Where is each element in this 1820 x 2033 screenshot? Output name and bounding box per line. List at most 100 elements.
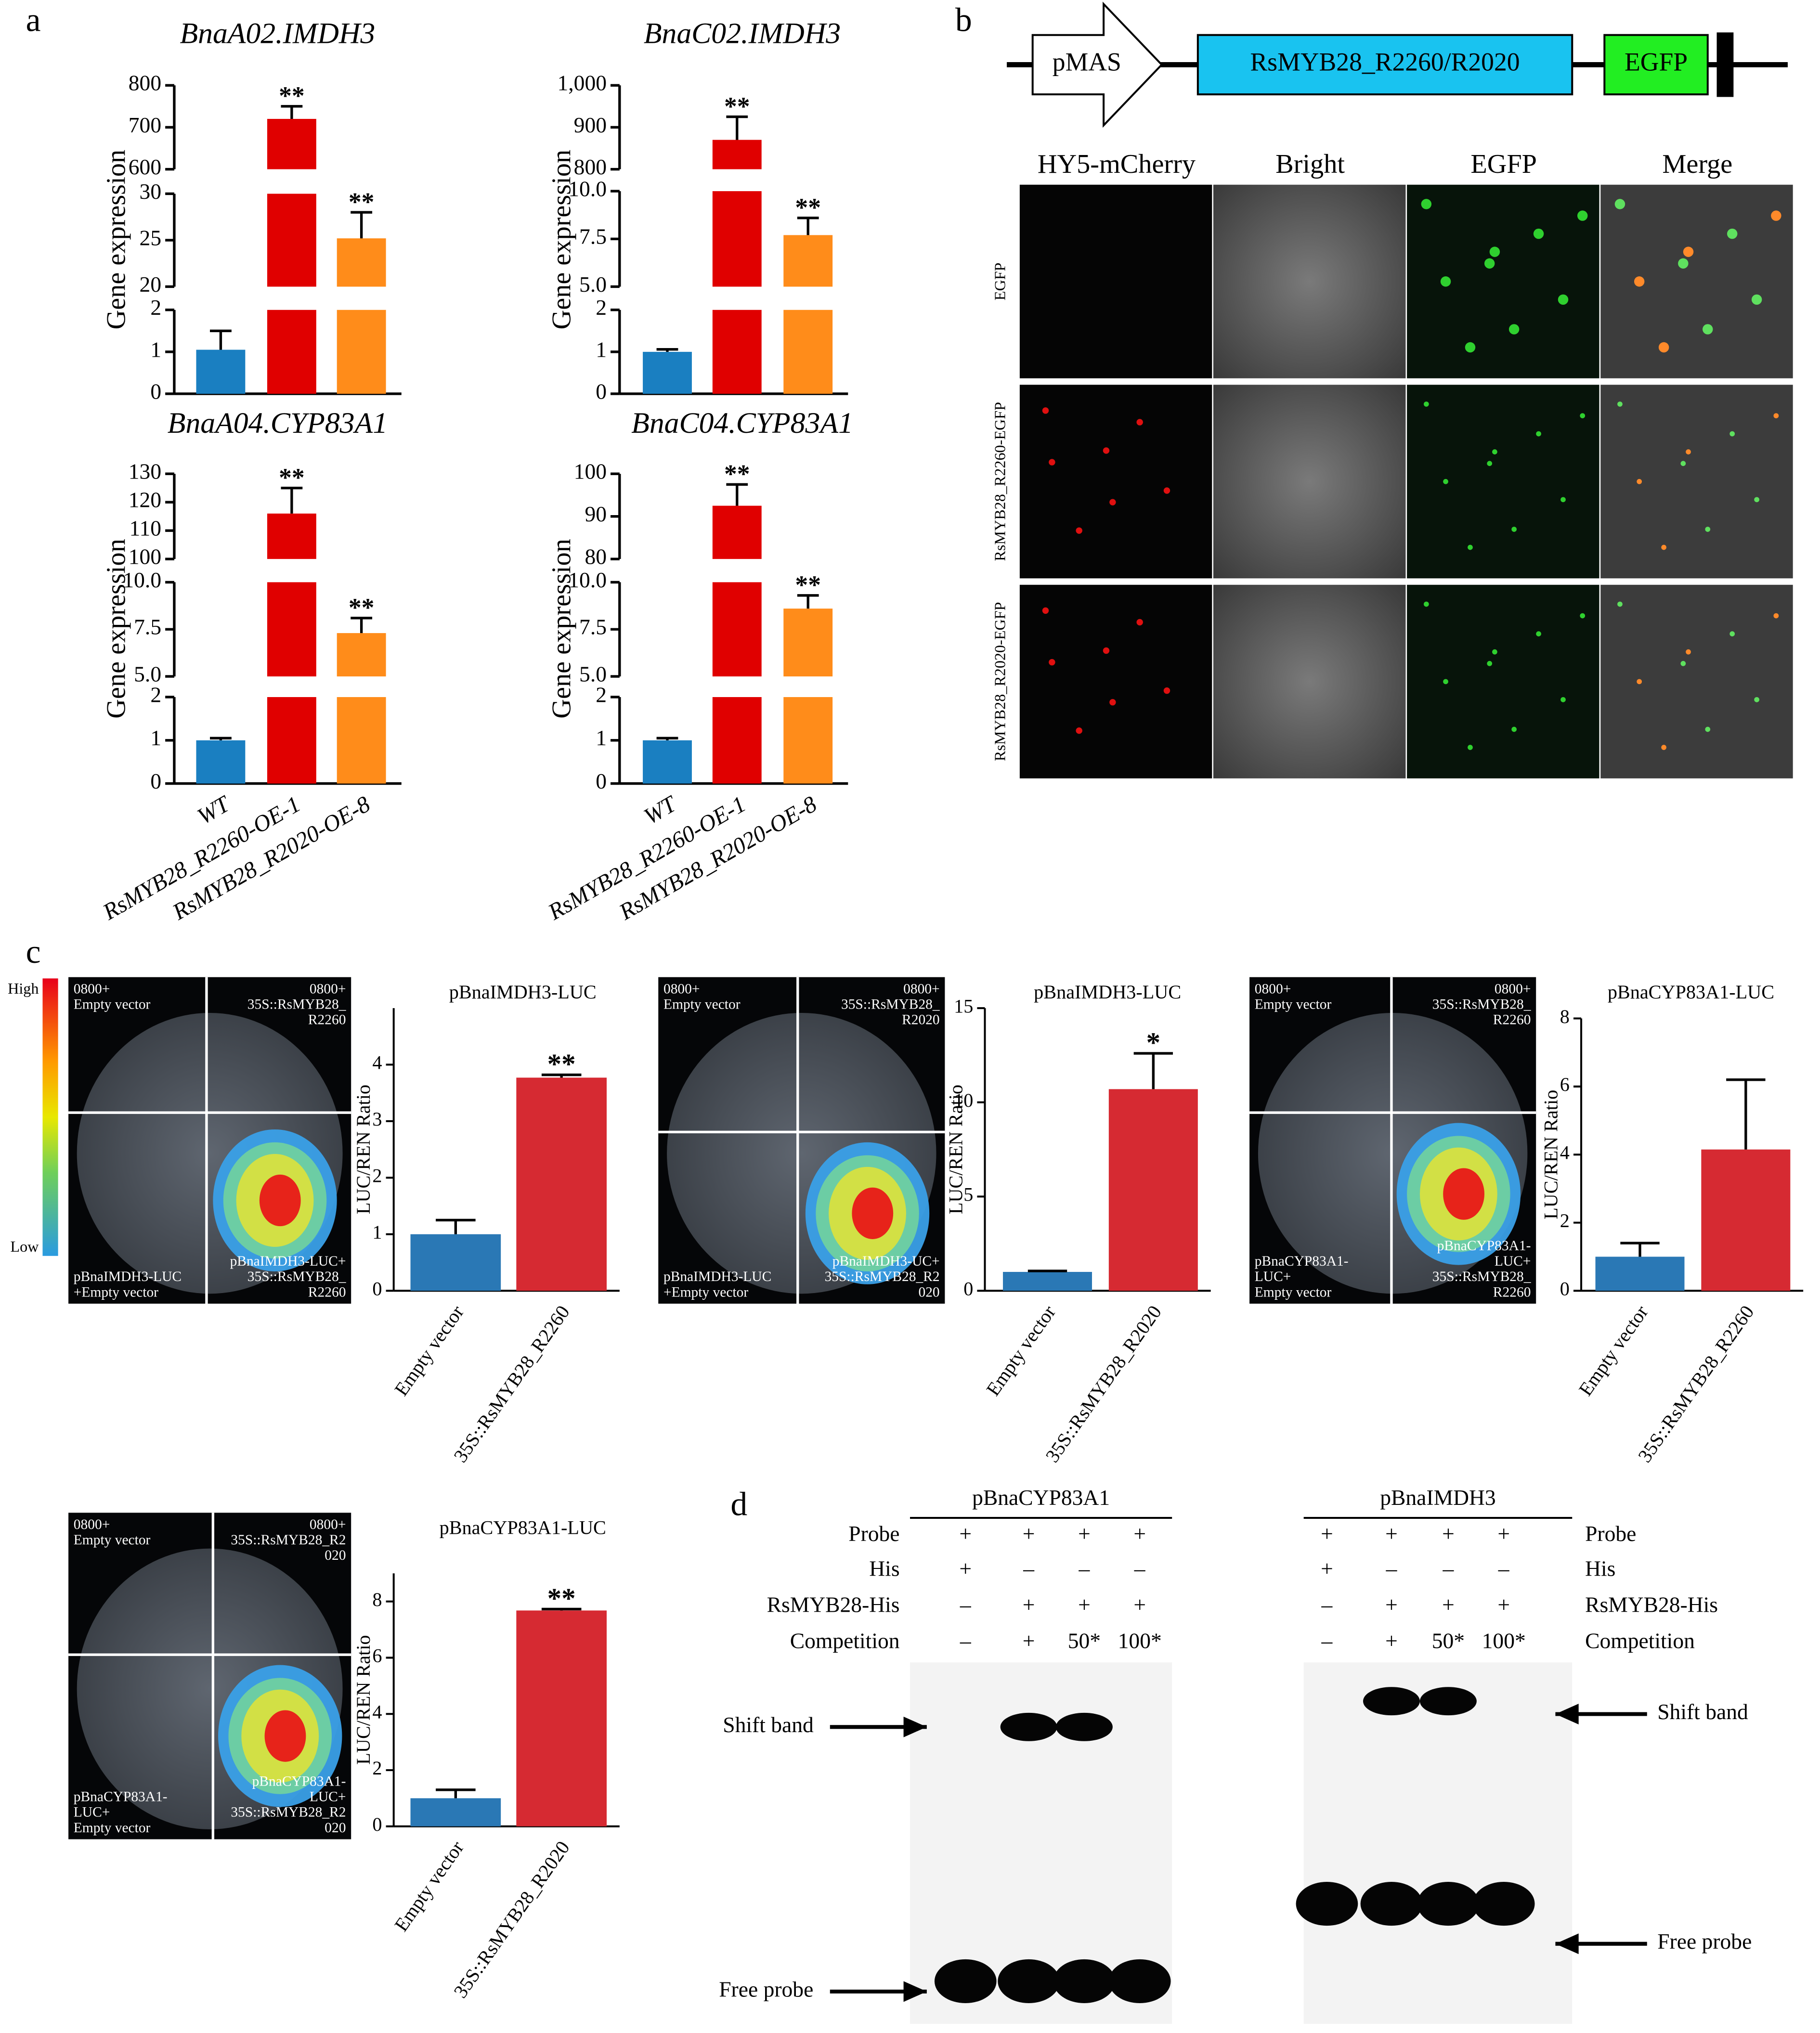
quadrant-label: pBnaIMDH3-LUC+	[230, 1254, 346, 1269]
promoter-label: pMAS	[1053, 48, 1121, 77]
free-band	[1417, 1882, 1480, 1926]
y-tick-label: 2	[372, 1165, 382, 1187]
fluorescence-spot	[1076, 727, 1082, 734]
quadrant-label: pBnaIMDH3-LUC	[663, 1269, 771, 1284]
fluorescence-spot	[1773, 613, 1779, 619]
lane-condition: +	[1442, 1521, 1455, 1546]
luminescence	[264, 1710, 306, 1762]
y-tick-label: 4	[372, 1701, 382, 1722]
y-tick-label: 8	[372, 1589, 382, 1610]
x-tick-label: WT	[640, 790, 682, 829]
lane-condition: +	[1497, 1521, 1510, 1546]
y-tick-label: 5.0	[579, 662, 607, 686]
quadrant-label: 0800+	[1255, 981, 1291, 997]
reporter-box	[1603, 34, 1709, 96]
fluorescence-spot	[1577, 210, 1588, 221]
y-tick-label: 10.0	[568, 177, 607, 201]
quadrant-label: pBnaCYP83A1-	[1437, 1238, 1531, 1254]
lane-condition: +	[1133, 1592, 1146, 1617]
fluorescence-spot	[1614, 199, 1625, 209]
y-tick-label: 7.5	[579, 615, 607, 639]
micrograph	[1407, 584, 1599, 778]
condition-label: Probe	[1585, 1521, 1636, 1546]
y-axis-title: LUC/REN Ratio	[352, 1635, 374, 1764]
quadrant-label: 35S::RsMYB28_	[841, 997, 940, 1012]
fluorescence-spot	[1423, 401, 1429, 407]
y-tick-label: 10	[954, 1089, 973, 1111]
fluorescence-spot	[1580, 613, 1586, 619]
quadrant-label: 35S::RsMYB28_R2	[231, 1532, 346, 1548]
gene-label: RsMYB28_R2260/R2020	[1250, 48, 1520, 77]
fluorescence-spot	[1754, 697, 1759, 702]
bar	[783, 609, 833, 677]
quadrant-label: LUC+	[310, 1789, 346, 1805]
y-tick-label: 8	[1560, 1006, 1570, 1027]
bar	[712, 140, 762, 169]
chart-title: pBnaIMDH3-LUC	[449, 981, 597, 1003]
y-tick-label: 0	[372, 1813, 382, 1835]
free-band	[998, 1959, 1060, 2004]
y-tick-label: 0	[596, 769, 607, 793]
fluorescence-spot	[1508, 324, 1520, 335]
fluorescence-spot	[1634, 276, 1645, 287]
fluorescence-spot	[1423, 601, 1429, 607]
fluorescence-spot	[1680, 660, 1686, 666]
y-axis-title: Gene expression	[546, 539, 576, 719]
bar	[1595, 1256, 1685, 1291]
lane-condition: +	[1497, 1592, 1510, 1617]
fluorescence-spot	[1729, 631, 1735, 636]
quadrant-label: 0800+	[663, 981, 700, 997]
significance: **	[279, 463, 305, 492]
lane-condition: –	[1321, 1629, 1333, 1653]
y-tick-label: 15	[954, 995, 973, 1017]
bar	[267, 310, 316, 394]
y-tick-label: 800	[129, 71, 161, 95]
fluorescence-spot	[1103, 647, 1110, 654]
bar	[643, 351, 692, 394]
chart-title: BnaC02.IMDH3	[644, 17, 841, 50]
fluorescence-spot	[1560, 497, 1566, 503]
luminescence	[1443, 1168, 1484, 1220]
free-band	[1296, 1882, 1358, 1926]
fluorescence-spot	[1076, 527, 1082, 534]
quadrant-label: 35S::RsMYB28_R2	[231, 1805, 346, 1820]
arrow-head	[903, 1981, 927, 2002]
y-tick-label: 0	[596, 379, 607, 403]
bar	[410, 1234, 501, 1291]
probe-title: pBnaIMDH3	[1380, 1485, 1495, 1510]
panel-label: c	[26, 933, 41, 971]
fluorescence-spot	[1487, 461, 1493, 466]
micrograph	[1213, 184, 1406, 378]
quadrant-label: 0800+	[74, 1517, 110, 1532]
fluorescence-spot	[1465, 342, 1476, 353]
scale-low: Low	[10, 1238, 39, 1255]
bar	[267, 118, 316, 169]
luminescence	[852, 1187, 894, 1239]
fluorescence-spot	[1049, 659, 1055, 666]
fluorescence-spot	[1163, 487, 1170, 494]
condition-label: Competition	[790, 1629, 900, 1653]
quadrant-label: 0800+	[74, 981, 110, 997]
bar	[516, 1610, 607, 1826]
quadrant-label: 020	[325, 1548, 346, 1563]
significance: **	[724, 92, 750, 121]
bar	[267, 697, 316, 784]
bar	[337, 238, 386, 287]
x-tick-label: 35S::RsMYB28_R2260	[449, 1301, 574, 1466]
fluorescence-spot	[1042, 407, 1049, 414]
fluorescence-spot	[1558, 294, 1569, 305]
micrograph	[1600, 184, 1793, 378]
fluorescence-spot	[1617, 601, 1623, 607]
y-axis-title: LUC/REN Ratio	[945, 1085, 966, 1214]
bar	[643, 740, 692, 784]
significance: *	[1146, 1026, 1160, 1058]
y-tick-label: 110	[129, 516, 161, 541]
lane-condition: –	[1134, 1556, 1146, 1580]
fluorescence-spot	[1421, 199, 1432, 209]
bar	[267, 582, 316, 677]
lane-condition: 100*	[1118, 1629, 1162, 1653]
fluorescence-spot	[1489, 246, 1500, 257]
bar	[337, 310, 386, 394]
fluorescence-spot	[1042, 607, 1049, 614]
